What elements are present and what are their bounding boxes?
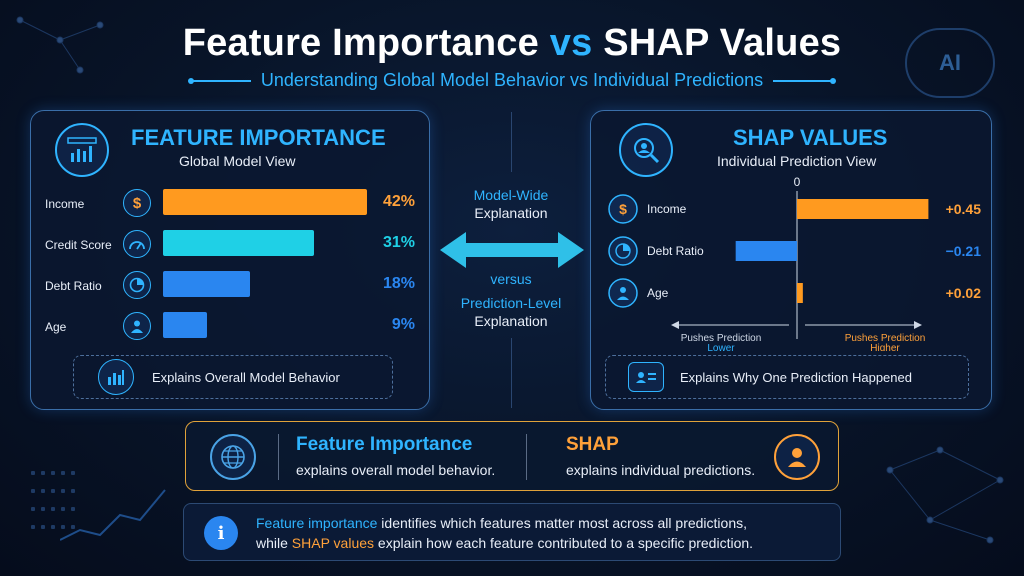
person-icon bbox=[774, 434, 820, 480]
title-vs: vs bbox=[549, 22, 593, 64]
note-text2-post: explain how each feature contributed to … bbox=[374, 535, 754, 551]
shap-value-label: +0.02 bbox=[946, 285, 982, 301]
shap-higher-label-line2: Higher bbox=[870, 343, 900, 351]
globe-icon bbox=[210, 434, 256, 480]
fi-bar bbox=[163, 312, 207, 338]
decorative-dot-grid bbox=[28, 465, 88, 537]
fi-value-label: 18% bbox=[382, 275, 415, 292]
info-note-line2: while SHAP values explain how each featu… bbox=[256, 533, 836, 553]
versus-label: versus bbox=[490, 271, 532, 287]
decorative-network-icon bbox=[886, 446, 1004, 544]
fi-row-label: Age bbox=[45, 320, 67, 334]
feature-importance-chart: Income $42% Credit Score 31% Debt Ratio 18% Ag… bbox=[31, 183, 431, 353]
shap-bar bbox=[797, 199, 929, 219]
pie-glyph bbox=[623, 244, 630, 251]
bar-chart-icon bbox=[98, 359, 134, 395]
dollar-glyph: $ bbox=[619, 201, 627, 217]
fi-row-label: Debt Ratio bbox=[45, 279, 102, 293]
note-highlight-feature-importance: Feature importance bbox=[256, 515, 378, 531]
feature-importance-footer: Explains Overall Model Behavior bbox=[73, 355, 393, 399]
prediction-level-line1: Prediction-Level bbox=[460, 295, 562, 311]
subtitle-line-left bbox=[187, 77, 251, 84]
fi-value-label: 42% bbox=[382, 193, 415, 210]
shap-zero-label: 0 bbox=[794, 175, 801, 189]
pie-glyph-ring bbox=[615, 243, 631, 259]
fi-value-label: 31% bbox=[382, 234, 415, 251]
subtitle-row: Understanding Global Model Behavior vs I… bbox=[0, 70, 1024, 91]
title-part1: Feature Importance bbox=[182, 22, 539, 64]
shap-row-label: Age bbox=[647, 286, 669, 300]
dollar-icon: $ bbox=[123, 189, 151, 217]
note-text1: identifies which features matter most ac… bbox=[377, 515, 748, 531]
info-note-text: Feature importance identifies which feat… bbox=[256, 513, 836, 553]
dollar-icon bbox=[608, 194, 638, 224]
info-note: i Feature importance identifies which fe… bbox=[183, 503, 841, 561]
fi-bar bbox=[163, 230, 314, 256]
fi-row-label: Credit Score bbox=[45, 238, 112, 252]
feature-importance-subtitle: Global Model View bbox=[179, 153, 296, 169]
summary-divider-mid bbox=[526, 434, 527, 480]
fi-value-label: 9% bbox=[391, 316, 415, 333]
model-wide-line2: Explanation bbox=[474, 205, 548, 221]
pie-icon bbox=[123, 271, 151, 299]
ai-brain-badge: AI bbox=[905, 28, 995, 98]
summary-feature-importance-text: explains overall model behavior. bbox=[296, 462, 496, 478]
summary-box: Feature Importance explains overall mode… bbox=[185, 421, 839, 491]
shap-values-footer: Explains Why One Prediction Happened bbox=[605, 355, 969, 399]
info-icon: i bbox=[204, 516, 238, 550]
shap-lower-arrowhead bbox=[671, 321, 679, 329]
person-icon bbox=[123, 312, 151, 340]
shap-row-label: Debt Ratio bbox=[647, 244, 704, 258]
shap-value-label: +0.45 bbox=[946, 201, 982, 217]
fi-row-label: Income bbox=[45, 197, 85, 211]
bar-chart-icon bbox=[55, 123, 109, 177]
shap-values-title: SHAP VALUES bbox=[733, 125, 888, 150]
shap-bar bbox=[735, 241, 797, 261]
decorative-trend-line-icon bbox=[60, 489, 166, 541]
fi-bar bbox=[163, 189, 367, 215]
summary-shap-text: explains individual predictions. bbox=[566, 462, 756, 478]
prediction-level-line2: Explanation bbox=[474, 313, 548, 329]
summary-divider-left bbox=[278, 434, 279, 480]
page-subtitle: Understanding Global Model Behavior vs I… bbox=[260, 70, 764, 90]
id-card-icon bbox=[628, 362, 664, 392]
shap-values-chart: 0 Income +0.45 Debt Ratio −0.21 Age +0.02 $ Push… bbox=[608, 175, 982, 351]
note-highlight-shap: SHAP values bbox=[291, 535, 375, 551]
ai-badge-label: AI bbox=[939, 50, 961, 75]
feature-importance-title: FEATURE IMPORTANCE bbox=[131, 125, 386, 150]
title-part2: SHAP Values bbox=[603, 22, 842, 64]
middle-divider-bottom bbox=[511, 338, 512, 408]
shap-lower-label-line2: Lower bbox=[707, 343, 735, 351]
shap-values-subtitle: Individual Prediction View bbox=[717, 153, 877, 169]
decorative-network-icon bbox=[16, 16, 104, 74]
shap-value-label: −0.21 bbox=[946, 243, 982, 259]
shap-higher-arrowhead bbox=[914, 321, 922, 329]
person-glyph-head bbox=[620, 287, 626, 293]
feature-importance-panel: FEATURE IMPORTANCE Global Model View Inc… bbox=[30, 110, 430, 410]
page-title: Feature Importance vs SHAP Values bbox=[0, 22, 1024, 65]
gauge-icon bbox=[123, 230, 151, 258]
middle-divider-top bbox=[511, 112, 512, 172]
shap-values-panel: SHAP VALUES Individual Prediction View 0… bbox=[590, 110, 992, 410]
info-note-line1: Feature importance identifies which feat… bbox=[256, 513, 836, 533]
shap-higher-label-line1: Pushes Prediction bbox=[845, 333, 926, 344]
model-wide-line1: Model-Wide bbox=[473, 187, 549, 203]
shap-lower-label-line1: Pushes Prediction bbox=[681, 333, 762, 344]
summary-feature-importance-title: Feature Importance bbox=[296, 434, 473, 455]
model-wide-label: Model-Wide Explanation bbox=[445, 186, 577, 222]
feature-importance-footer-label: Explains Overall Model Behavior bbox=[152, 369, 340, 385]
fi-bar bbox=[163, 271, 251, 297]
shap-bar bbox=[797, 283, 803, 303]
note-text2-pre: while bbox=[256, 535, 292, 551]
double-arrow-icon bbox=[440, 232, 584, 268]
person-glyph-body bbox=[617, 296, 629, 300]
summary-shap-title: SHAP bbox=[566, 434, 619, 455]
shap-row-label: Income bbox=[647, 202, 687, 216]
magnifier-person-icon bbox=[619, 123, 673, 177]
shap-values-footer-label: Explains Why One Prediction Happened bbox=[680, 369, 912, 385]
prediction-level-label: Prediction-Level Explanation bbox=[440, 294, 582, 330]
subtitle-line-right bbox=[773, 77, 837, 84]
